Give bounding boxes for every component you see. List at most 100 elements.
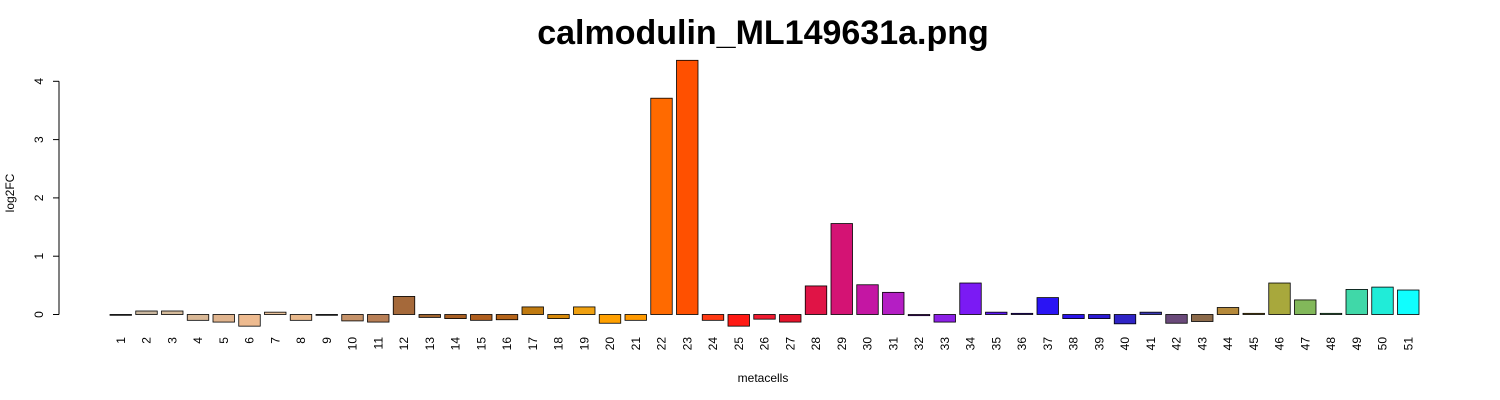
bar-metacell-44 (1216, 307, 1240, 315)
x-tick-label: 30 (861, 337, 875, 351)
x-tick-label: 8 (294, 337, 308, 344)
bar-metacell-12 (392, 296, 416, 315)
y-tick-label: 3 (32, 136, 46, 143)
x-tick-label: 44 (1221, 337, 1235, 351)
bar-metacell-22 (650, 97, 673, 315)
bar-metacell-5 (212, 314, 235, 323)
x-tick-label: 28 (809, 337, 823, 351)
bar-metacell-16 (495, 314, 519, 321)
x-tick-label: 41 (1144, 337, 1158, 351)
bar-metacell-25 (727, 314, 750, 327)
bar-metacell-1 (109, 314, 132, 316)
x-tick-label: 29 (835, 337, 849, 351)
bar-metacell-2 (135, 310, 158, 315)
x-tick-label: 19 (577, 337, 591, 351)
x-tick-label: 40 (1118, 337, 1132, 351)
bar-metacell-13 (418, 314, 441, 318)
bar-metacell-39 (1088, 314, 1111, 319)
bar-metacell-21 (624, 314, 647, 321)
bar-metacell-15 (470, 314, 493, 321)
bar-metacell-29 (830, 223, 853, 315)
x-tick-label: 33 (938, 337, 952, 351)
bar-metacell-35 (985, 311, 1008, 315)
bar-metacell-17 (521, 306, 544, 315)
x-tick-label: 3 (165, 337, 179, 344)
x-tick-label: 7 (268, 337, 282, 344)
bar-metacell-48 (1319, 312, 1343, 315)
bar-metacell-30 (856, 284, 879, 315)
x-tick-label: 21 (629, 337, 643, 351)
x-tick-label: 47 (1298, 337, 1312, 351)
bar-metacell-28 (804, 285, 828, 315)
x-tick-label: 1 (114, 337, 128, 344)
bar-metacell-23 (676, 59, 699, 315)
x-tick-label: 34 (964, 337, 978, 351)
bar-metacell-38 (1062, 314, 1085, 319)
x-tick-label: 6 (243, 337, 257, 344)
x-tick-label: 37 (1041, 337, 1055, 351)
bar-metacell-7 (264, 311, 287, 315)
bar-metacell-45 (1242, 312, 1265, 315)
x-tick-label: 5 (217, 337, 231, 344)
bar-metacell-6 (238, 314, 261, 327)
y-tick-label: 0 (32, 311, 46, 318)
x-tick-label: 23 (680, 337, 694, 351)
y-tick-label: 2 (32, 194, 46, 201)
bar-metacell-19 (573, 306, 596, 315)
chart-title: calmodulin_ML149631a.png (537, 14, 989, 52)
y-tick-label: 1 (32, 253, 46, 260)
bar-metacell-31 (882, 291, 905, 315)
bar-metacell-40 (1113, 314, 1137, 325)
bar-metacell-42 (1165, 314, 1188, 324)
bar-metacell-18 (547, 314, 570, 319)
bar-metacell-51 (1397, 289, 1420, 315)
bar-metacell-9 (315, 314, 338, 316)
x-tick-label: 14 (449, 337, 463, 351)
x-tick-label: 17 (526, 337, 540, 351)
x-tick-label: 36 (1015, 337, 1029, 351)
x-tick-label: 9 (320, 337, 334, 344)
bar-metacell-27 (779, 314, 802, 323)
x-tick-label: 11 (371, 337, 385, 350)
x-tick-label: 45 (1247, 337, 1261, 351)
y-axis: 0 1 2 3 4 (32, 78, 60, 318)
bar-metacell-34 (959, 282, 982, 315)
x-tick-label: 2 (140, 337, 154, 344)
x-tick-label: 25 (732, 337, 746, 351)
bar-metacell-14 (444, 314, 467, 319)
bar-metacell-24 (701, 314, 725, 321)
x-tick-label: 35 (989, 337, 1003, 351)
x-tick-label: 18 (552, 337, 566, 351)
bar-metacell-37 (1036, 297, 1059, 315)
x-tick-label: 12 (397, 337, 411, 351)
x-tick-label: 13 (423, 337, 437, 351)
x-tick-label: 31 (886, 337, 900, 351)
x-tick-label: 49 (1350, 337, 1364, 351)
x-tick-label: 50 (1376, 337, 1390, 351)
bar-metacell-50 (1371, 286, 1394, 315)
bar-metacell-10 (341, 314, 364, 322)
x-tick-label: 27 (783, 337, 797, 351)
x-tick-label: 16 (500, 337, 514, 351)
x-tick-label: 15 (474, 337, 488, 351)
x-tick-label: 39 (1092, 337, 1106, 351)
bar-metacell-4 (186, 314, 210, 321)
x-tick-label: 20 (603, 337, 617, 351)
x-tick-label: 22 (655, 337, 669, 351)
x-tick-label: 38 (1067, 337, 1081, 351)
x-axis-label: metacells (738, 371, 789, 385)
x-tick-label: 42 (1170, 337, 1184, 351)
x-tick-label: 48 (1324, 337, 1338, 351)
x-axis-tick-labels: 1 2 3 4 5 6 7 8 9 10 11 12 13 14 15 16 17 18 19 20 21 22 23 24 2… (114, 337, 1416, 351)
bars (109, 59, 1420, 327)
bar-metacell-36 (1010, 312, 1034, 315)
x-tick-label: 10 (346, 337, 360, 351)
y-axis-label: log2FC (3, 173, 17, 212)
bar-metacell-46 (1268, 282, 1291, 315)
y-tick-label: 4 (32, 78, 46, 85)
x-tick-label: 26 (758, 337, 772, 351)
x-tick-label: 46 (1273, 337, 1287, 351)
bar-metacell-11 (367, 314, 390, 323)
x-tick-label: 43 (1195, 337, 1209, 351)
